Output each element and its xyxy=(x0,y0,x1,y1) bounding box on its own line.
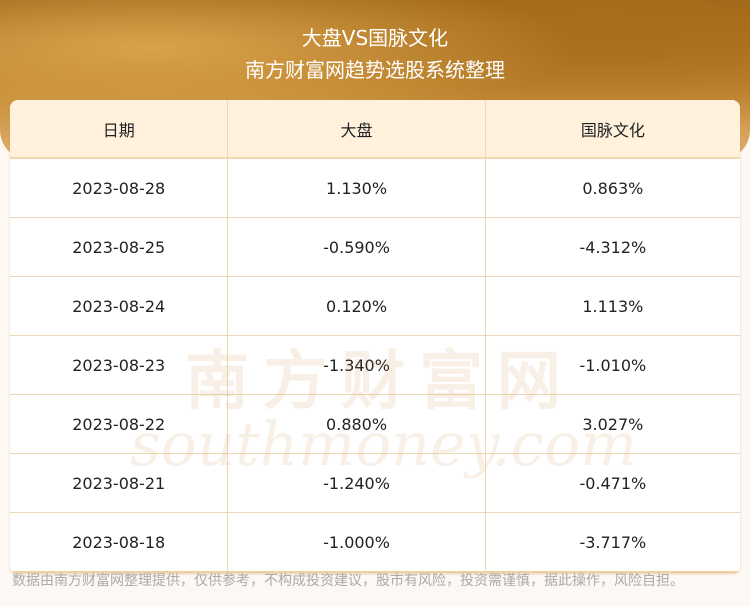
stock-change-cell: 1.113% xyxy=(582,296,644,316)
disclaimer: 数据由南方财富网整理提供，仅供参考，不构成投资建议，股市有风险，投资需谨慎，据此… xyxy=(12,573,684,589)
page-title: 大盘VS国脉文化 xyxy=(301,26,449,50)
stock-change-cell: -3.717% xyxy=(579,532,647,552)
table-row: 2023-08-25 -0.590% -4.312% xyxy=(10,218,740,277)
market-change-cell: -1.000% xyxy=(228,513,486,571)
page-subtitle: 南方财富网趋势选股系统整理 xyxy=(245,58,505,82)
column-header-stock: 国脉文化 xyxy=(580,120,645,140)
table-row: 2023-08-18 -1.000% -3.717% xyxy=(10,513,740,573)
table-row: 2023-08-24 0.120% 1.113% xyxy=(10,277,740,336)
date-cell: 2023-08-25 xyxy=(10,218,229,276)
market-change-cell: 0.880% xyxy=(228,395,486,453)
market-change-cell: -1.240% xyxy=(228,454,486,512)
stock-change-cell: 0.863% xyxy=(582,178,644,198)
date-cell: 2023-08-28 xyxy=(10,159,229,217)
market-change-cell: 1.130% xyxy=(228,159,486,217)
market-change-cell: 0.120% xyxy=(228,277,486,335)
table-row: 2023-08-28 1.130% 0.863% xyxy=(10,159,740,218)
table-row: 2023-08-23 -1.340% -1.010% xyxy=(10,336,740,395)
stock-change-cell: -0.471% xyxy=(579,473,647,493)
column-header-market: 大盘 xyxy=(228,100,486,157)
column-header-date: 日期 xyxy=(10,100,229,157)
table-row: 2023-08-22 0.880% 3.027% xyxy=(10,395,740,454)
market-change-cell: -0.590% xyxy=(228,218,486,276)
date-cell: 2023-08-23 xyxy=(10,336,229,394)
stock-change-cell: 3.027% xyxy=(582,414,644,434)
date-cell: 2023-08-22 xyxy=(10,395,229,453)
date-cell: 2023-08-24 xyxy=(10,277,229,335)
comparison-table: 日期 大盘 国脉文化 2023-08-28 1.130% 0.863% 2023-08… xyxy=(10,100,740,573)
table-header-row: 日期 大盘 国脉文化 xyxy=(10,100,740,159)
stock-change-cell: -4.312% xyxy=(579,237,647,257)
table-row: 2023-08-21 -1.240% -0.471% xyxy=(10,454,740,513)
stock-change-cell: -1.010% xyxy=(579,355,647,375)
market-change-cell: -1.340% xyxy=(228,336,486,394)
date-cell: 2023-08-18 xyxy=(10,513,229,571)
date-cell: 2023-08-21 xyxy=(10,454,229,512)
